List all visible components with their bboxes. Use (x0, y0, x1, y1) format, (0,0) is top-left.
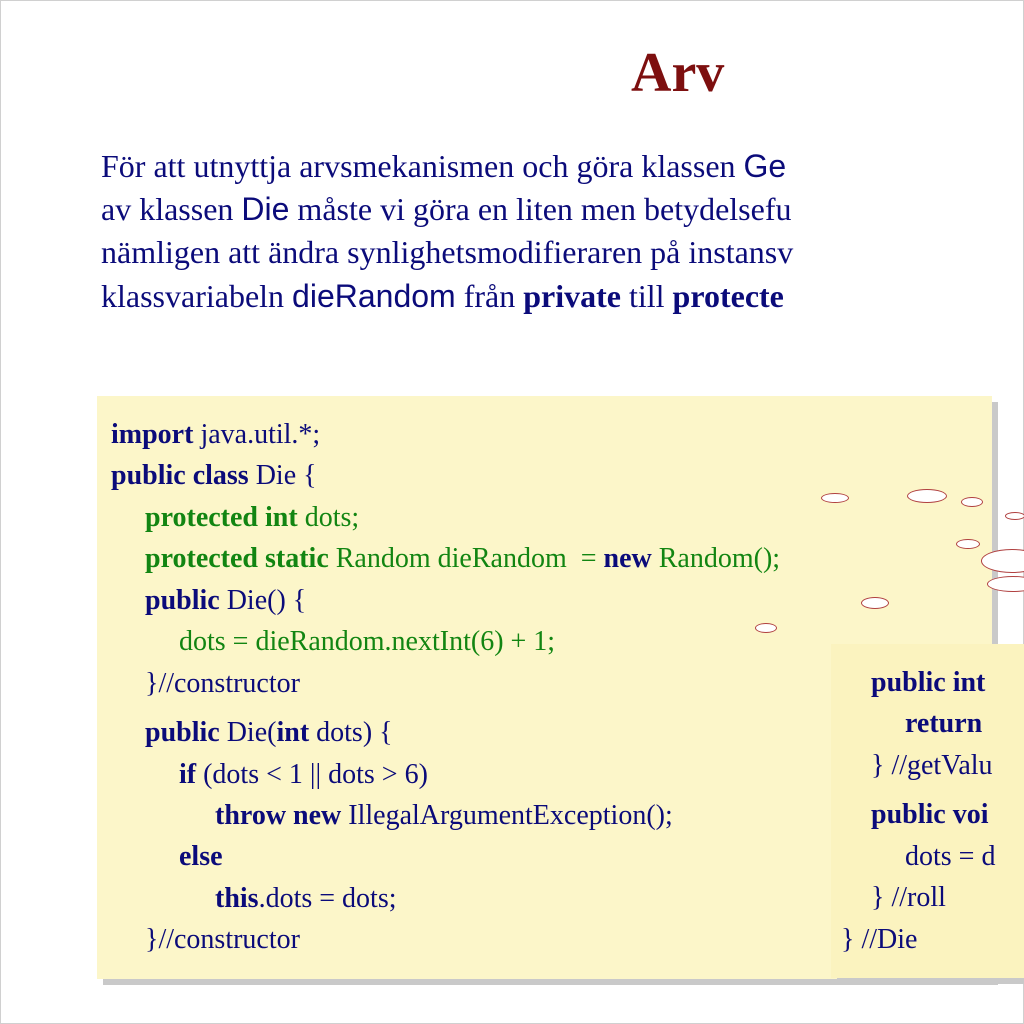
code-text: IllegalArgumentException(); (341, 800, 673, 831)
code-text: } //getValu (871, 750, 993, 781)
prose-text: till (621, 278, 673, 314)
code-text: Die { (249, 460, 317, 491)
doodle-ellipse (956, 539, 980, 549)
code-text: Die( (220, 717, 277, 748)
code-text: dots = d (905, 841, 995, 872)
prose-text: nämligen att ändra synlighetsmodifierare… (101, 234, 793, 270)
prose-text: av klassen (101, 191, 241, 227)
doodle-ellipse (1005, 512, 1024, 520)
doodle-ellipse (987, 576, 1024, 592)
code-text: }//constructor (145, 924, 300, 955)
kw-new: new (604, 543, 652, 574)
code-block: public int return } //getValu public voi… (831, 644, 1024, 978)
class-name-ref: Die (241, 191, 289, 227)
kw-protected-int: protected int (145, 502, 298, 533)
doodle-ellipse (861, 597, 889, 609)
prose-text: klassvariabeln (101, 278, 292, 314)
prose-text: För att utnyttja arvsmekanismen och göra… (101, 148, 744, 184)
keyword-emph: protecte (673, 278, 784, 314)
kw-return: return (905, 708, 982, 739)
code-text: Random dieRandom = (329, 543, 604, 574)
code-text: dots = dieRandom.nextInt(6) + 1; (179, 626, 555, 657)
page: Arv För att utnyttja arvsmekanismen och … (1, 1, 1023, 318)
prose-text: från (456, 278, 524, 314)
kw-this: this (215, 883, 259, 914)
page-title: Arv (101, 41, 1023, 105)
code-text: Random(); (652, 543, 780, 574)
kw-int: int (276, 717, 309, 748)
code-text: java.util.*; (193, 419, 320, 450)
kw-else: else (179, 841, 223, 872)
doodle-ellipse (961, 497, 983, 507)
code-block-side: public int return } //getValu public voi… (831, 644, 1024, 978)
keyword-emph: private (523, 278, 621, 314)
code-text: dots) { (309, 717, 392, 748)
kw-import: import (111, 419, 193, 450)
code-text: dots; (298, 502, 359, 533)
code-text: } //roll (871, 882, 946, 913)
doodle-ellipse (755, 623, 777, 633)
body-paragraph: För att utnyttja arvsmekanismen och göra… (101, 145, 1023, 318)
code-text: .dots = dots; (259, 883, 397, 914)
prose-text: måste vi göra en liten men betydelsefu (289, 191, 791, 227)
code-text: }//constructor (145, 668, 300, 699)
class-name-ref: Ge (744, 148, 787, 184)
code-text: (dots < 1 || dots > 6) (196, 759, 428, 790)
var-name-ref: dieRandom (292, 278, 456, 314)
kw-public-int: public int (871, 667, 985, 698)
kw-if: if (179, 759, 196, 790)
doodle-ellipse (821, 493, 849, 503)
doodle-ellipse (907, 489, 947, 503)
kw-public-class: public class (111, 460, 249, 491)
kw-public: public (145, 585, 220, 616)
code-text: Die() { (220, 585, 307, 616)
code-text: } //Die (841, 924, 917, 955)
kw-protected-static: protected static (145, 543, 329, 574)
kw-public-void: public voi (871, 799, 988, 830)
kw-throw-new: throw new (215, 800, 341, 831)
kw-public: public (145, 717, 220, 748)
